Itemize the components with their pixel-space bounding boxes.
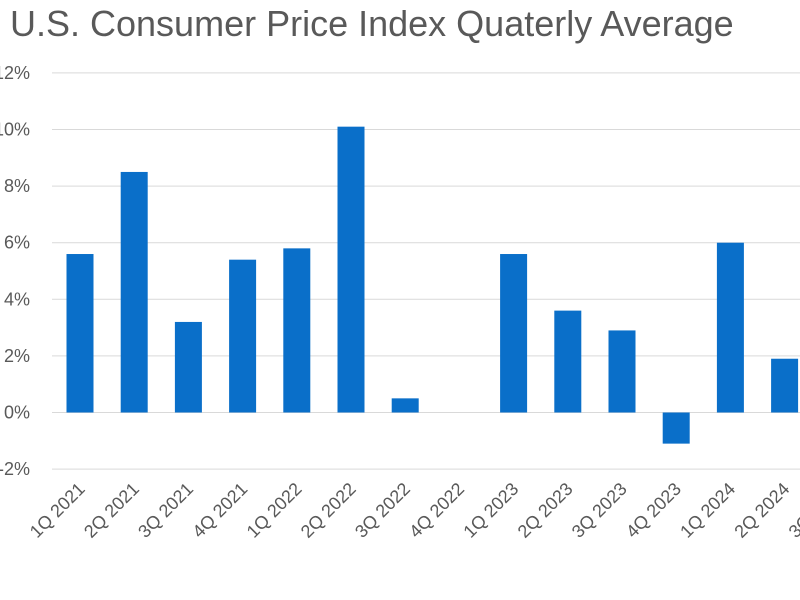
- x-tick-label: 4Q 2021: [188, 479, 251, 542]
- bar: [500, 254, 528, 413]
- bar: [174, 321, 202, 413]
- x-tick-label: 1Q 2021: [26, 479, 89, 542]
- x-tick-label: 3Q 2022: [351, 479, 414, 542]
- y-tick-label: 2%: [4, 346, 30, 366]
- y-tick-label: 12%: [0, 63, 30, 83]
- x-tick-label: 1Q 2024: [676, 479, 739, 542]
- x-tick-label: 4Q 2022: [405, 479, 468, 542]
- chart-title: U.S. Consumer Price Index Quaterly Avera…: [10, 3, 734, 44]
- x-tick-label: 3Q 2021: [134, 479, 197, 542]
- bar: [391, 398, 419, 413]
- bar: [66, 254, 94, 413]
- gridlines: [52, 72, 800, 470]
- x-tick-label: 4Q 2023: [622, 479, 685, 542]
- y-tick-label: 10%: [0, 120, 30, 140]
- x-tick-label: 1Q 2022: [243, 479, 306, 542]
- y-tick-label: 4%: [4, 289, 30, 309]
- x-tick-label: 3Q 2023: [568, 479, 631, 542]
- bar: [716, 242, 744, 413]
- x-tick-label: 2Q 2023: [514, 479, 577, 542]
- x-tick-label: 1Q 2023: [459, 479, 522, 542]
- y-tick-label: -2%: [0, 459, 30, 479]
- y-axis-tick-labels: -2% 0% 2% 4% 6% 8% 10% 12%: [0, 63, 30, 479]
- y-tick-label: 8%: [4, 176, 30, 196]
- y-tick-label: 6%: [4, 233, 30, 253]
- bar: [337, 126, 365, 413]
- bar: [771, 358, 799, 413]
- bar: [554, 310, 582, 413]
- bar: [283, 248, 311, 413]
- bar: [120, 171, 148, 413]
- x-tick-label: 2Q 2021: [80, 479, 143, 542]
- bar: [229, 259, 257, 413]
- bar: [608, 330, 636, 413]
- x-tick-label: 2Q 2022: [297, 479, 360, 542]
- bars: [66, 126, 799, 444]
- y-tick-label: 0%: [4, 403, 30, 423]
- bar: [662, 412, 690, 444]
- x-tick-label: 2Q 2024: [730, 479, 793, 542]
